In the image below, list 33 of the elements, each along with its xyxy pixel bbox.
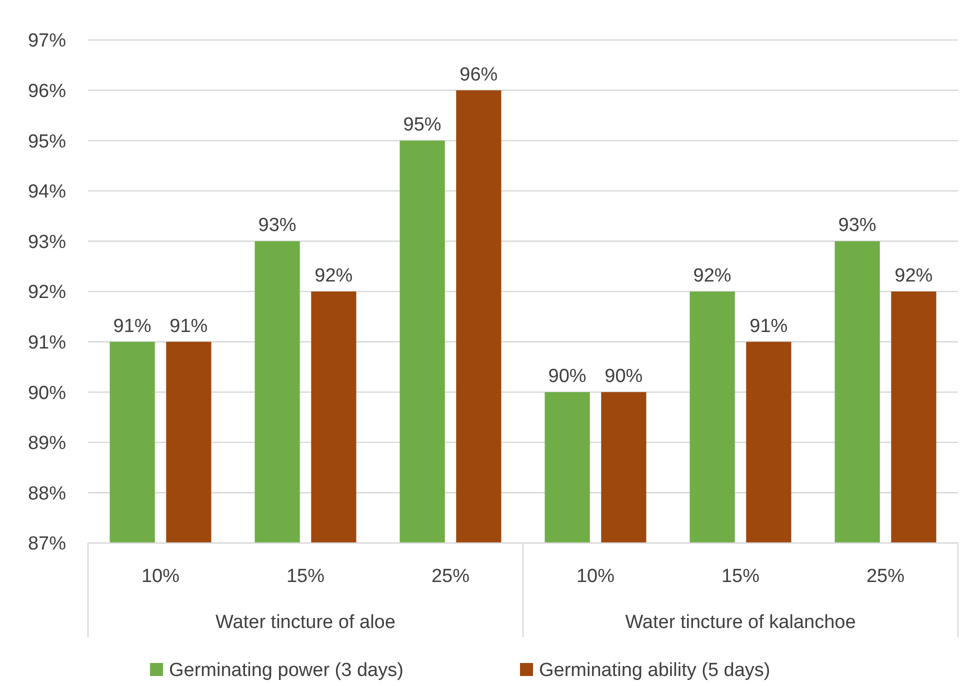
y-tick-label: 95%	[28, 131, 66, 152]
x-tick-label: 15%	[286, 566, 325, 587]
data-label: 92%	[314, 266, 353, 286]
x-tick-label: 15%	[721, 566, 760, 587]
text: Water tincture of kalanchoe	[625, 612, 856, 633]
data-label: 90%	[548, 366, 586, 388]
y-tick-label: 90%	[28, 382, 66, 404]
y-tick-label: 91%	[28, 332, 66, 354]
x-tick-label: 10%	[576, 566, 615, 587]
data-label: 92%	[693, 266, 732, 286]
data-label: 91%	[750, 316, 788, 337]
y-tick-label: 89%	[28, 433, 66, 454]
data-label: 93%	[258, 215, 296, 236]
x-tick-label: 10%	[141, 566, 180, 587]
legend-label: Germinating power (3 days)	[169, 660, 404, 681]
data-label: 95%	[403, 114, 442, 136]
x-tick-label: 25%	[431, 566, 470, 587]
data-label: 91%	[170, 316, 208, 337]
y-tick-label: 87%	[28, 534, 66, 555]
data-label: 96%	[460, 64, 498, 86]
y-tick-label: 92%	[28, 282, 66, 304]
y-tick-label: 94%	[28, 182, 66, 203]
x-tick-label: 25%	[866, 566, 905, 587]
y-tick-label: 88%	[28, 483, 66, 504]
y-tick-label: 93%	[28, 232, 66, 253]
y-tick-label: 97%	[28, 30, 66, 52]
legend-label: Germinating ability (5 days)	[539, 660, 770, 681]
y-tick-label: 96%	[28, 80, 66, 102]
data-label: 92%	[894, 266, 933, 286]
text: Water tincture of aloe	[216, 612, 396, 633]
data-label: 90%	[604, 366, 643, 388]
data-label: 93%	[838, 215, 876, 236]
data-label: 91%	[113, 316, 152, 337]
